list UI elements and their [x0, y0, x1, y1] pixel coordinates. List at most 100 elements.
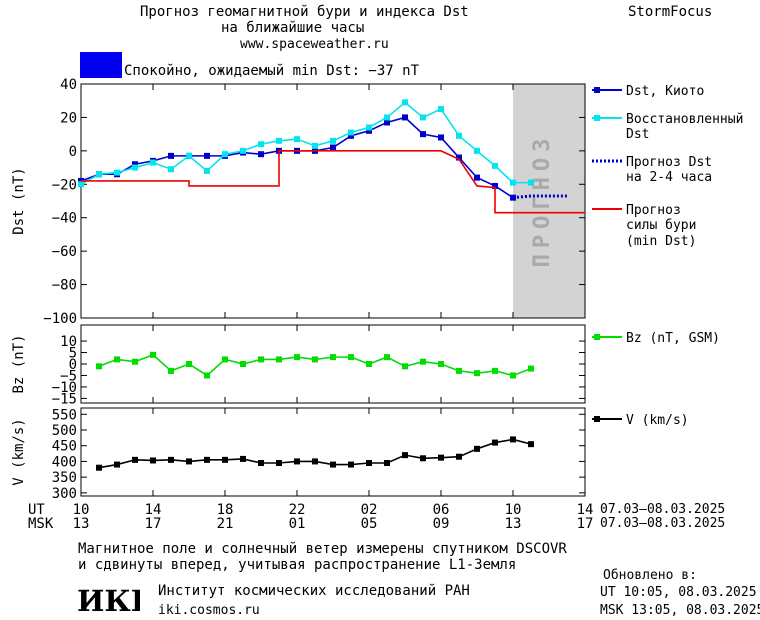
- data-point: [168, 456, 174, 463]
- data-point: [474, 370, 480, 377]
- data-point: [240, 455, 246, 462]
- data-point: [150, 159, 156, 166]
- data-point: [420, 358, 426, 365]
- legend-v: V (km/s): [626, 413, 689, 428]
- data-point: [456, 132, 462, 139]
- y-tick-label: −5: [60, 368, 77, 384]
- y-tick-label: −20: [52, 177, 77, 193]
- data-point: [348, 354, 354, 361]
- msk-tick-label: 09: [433, 516, 450, 532]
- brand-name: StormFocus: [628, 4, 713, 20]
- y-tick-label: 0: [69, 357, 77, 373]
- legend-storm-line2: силы бури: [626, 218, 697, 233]
- forecast-band-label: ПРОГНОЗ: [530, 133, 555, 268]
- y-tick-label: −80: [52, 278, 77, 294]
- msk-tick-label: 05: [361, 516, 378, 532]
- institute-name: Институт космических исследований РАН: [158, 583, 470, 599]
- y-tick-label: −60: [52, 244, 77, 260]
- data-point: [438, 134, 444, 141]
- msk-tick-label: 13: [505, 516, 522, 532]
- data-point: [204, 167, 210, 174]
- data-point: [186, 361, 192, 367]
- data-point: [114, 356, 120, 363]
- legend-swatch-point: [594, 115, 600, 121]
- data-point: [438, 106, 444, 113]
- forecast-band: [513, 84, 585, 318]
- data-point: [312, 356, 318, 363]
- data-point: [96, 363, 102, 370]
- updated-label: Обновлено в:: [603, 568, 697, 583]
- data-point: [456, 154, 462, 161]
- y-tick-label: 350: [52, 470, 77, 486]
- data-point: [348, 461, 354, 468]
- msk-tick-label: 17: [577, 516, 594, 532]
- ut-tick-label: 10: [73, 502, 90, 518]
- data-point: [96, 171, 102, 178]
- y-tick-label: −40: [52, 211, 77, 227]
- legend-swatch-point: [594, 334, 600, 340]
- data-point: [330, 137, 336, 144]
- data-point: [294, 354, 300, 361]
- series-line-0-3: [81, 150, 585, 214]
- msk-axis-label: MSK: [28, 516, 54, 532]
- data-point: [258, 460, 264, 466]
- data-point: [132, 456, 138, 463]
- data-point: [312, 142, 318, 149]
- data-point: [456, 367, 462, 374]
- data-point: [384, 114, 390, 121]
- legend-swatch-point: [594, 87, 600, 93]
- data-point: [402, 363, 408, 370]
- data-point: [402, 99, 408, 106]
- data-point: [438, 454, 444, 461]
- page-subtitle: на ближайшие часы: [221, 20, 365, 36]
- data-point: [132, 164, 138, 171]
- panel-frame: [80, 83, 586, 319]
- data-point: [366, 124, 372, 131]
- legend-swatch-point: [594, 416, 600, 422]
- data-point: [402, 114, 408, 121]
- data-point: [258, 141, 264, 148]
- status-indicator: [80, 52, 122, 78]
- site-url[interactable]: www.spaceweather.ru: [240, 37, 389, 52]
- legend-dst-kyoto: Dst, Киото: [626, 84, 705, 99]
- y-tick-label: 0: [69, 144, 77, 160]
- data-point: [456, 453, 462, 460]
- ut-tick-label: 22: [289, 502, 306, 518]
- data-point: [330, 144, 336, 151]
- y-tick-label: −10: [52, 380, 77, 396]
- legend-forecast-line2: на 2-4 часа: [626, 170, 713, 185]
- y-tick-label: 20: [60, 110, 77, 126]
- data-point: [492, 367, 498, 374]
- y-axis-title: Bz (nT): [11, 334, 27, 393]
- msk-date-range: 07.03–08.03.2025: [600, 516, 726, 531]
- data-point: [474, 445, 480, 452]
- legend-storm-line3: (min Dst): [626, 234, 697, 249]
- msk-tick-label: 01: [289, 516, 306, 532]
- legend-forecast-line1: Прогноз Dst: [626, 155, 713, 170]
- ut-axis-label: UT: [28, 502, 45, 518]
- data-point: [420, 131, 426, 138]
- data-point: [348, 129, 354, 136]
- data-point: [474, 174, 480, 181]
- data-point: [366, 127, 372, 134]
- y-tick-label: 550: [52, 407, 77, 423]
- y-tick-label: 40: [60, 77, 77, 93]
- data-point: [420, 114, 426, 121]
- data-point: [528, 179, 534, 186]
- data-point: [114, 461, 120, 468]
- data-point: [222, 151, 228, 158]
- data-point: [132, 161, 138, 168]
- y-tick-label: 10: [60, 334, 77, 350]
- updated-msk: MSK 13:05, 08.03.2025: [600, 603, 760, 618]
- institute-site[interactable]: iki.cosmos.ru: [158, 603, 260, 618]
- data-point: [366, 460, 372, 466]
- legend-restored-line2: Dst: [626, 127, 650, 142]
- data-point: [168, 367, 174, 374]
- data-point: [276, 460, 282, 466]
- data-point: [384, 354, 390, 361]
- data-point: [114, 169, 120, 176]
- panel-frame: [80, 407, 586, 497]
- data-point: [420, 455, 426, 462]
- data-point: [366, 361, 372, 367]
